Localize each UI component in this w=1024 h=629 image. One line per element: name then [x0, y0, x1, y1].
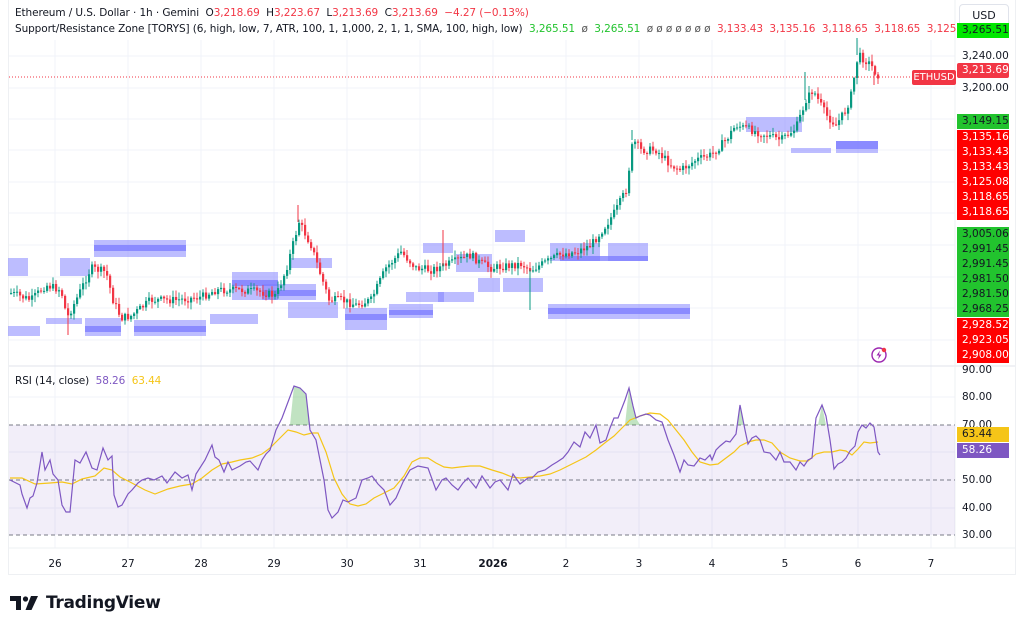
price-tag: 2,981.50: [957, 287, 1009, 302]
time-tick-label: 26: [48, 558, 62, 570]
brand-name: TradingView: [46, 593, 161, 613]
rsi-value: 58.26: [95, 375, 126, 387]
time-tick-label: 5: [781, 558, 789, 570]
price-tag: 58.26: [957, 443, 1009, 458]
time-tick-label: 7: [927, 558, 935, 570]
time-tick-label: 31: [413, 558, 427, 570]
time-tick-label: 27: [121, 558, 135, 570]
time-tick-label: 2026: [478, 558, 508, 570]
time-tick-label: 4: [708, 558, 716, 570]
price-tag: 2,968.25: [957, 302, 1009, 317]
time-tick-label: 29: [267, 558, 281, 570]
time-tick-label: 30: [340, 558, 354, 570]
price-tag: 63.44: [957, 427, 1009, 442]
rsi-ma-value: 63.44: [131, 375, 162, 387]
price-tick-label: 30.00: [962, 529, 993, 541]
price-tick-label: 3,240.00: [962, 50, 1009, 62]
chart-frame: [8, 0, 1016, 575]
indicator-name[interactable]: Support/Resistance Zone [TORYS] (6, high…: [15, 23, 523, 35]
rsi-legend: RSI (14, close) 58.26 63.44: [15, 375, 161, 387]
price-tag: 2,908.00: [957, 348, 1009, 363]
price-tick-label: 50.00: [962, 474, 993, 486]
symbol-price-tag: ETHUSD: [912, 70, 956, 85]
price-tag: 3,135.16: [957, 130, 1009, 145]
tradingview-logo[interactable]: TradingView: [10, 593, 161, 613]
price-tag: 2,923.05: [957, 333, 1009, 348]
symbol-title[interactable]: Ethereum / U.S. Dollar · 1h · Gemini: [15, 7, 200, 19]
change-value: −4.27 (−0.13%): [444, 7, 529, 19]
price-tag: 2,928.52: [957, 318, 1009, 333]
price-tag: 3,005.06: [957, 227, 1009, 242]
symbol-legend: Ethereum / U.S. Dollar · 1h · Gemini O3,…: [15, 7, 529, 19]
price-tag: 3,133.43: [957, 145, 1009, 160]
price-tag: 3,118.65: [957, 190, 1009, 205]
price-tick-label: 90.00: [962, 364, 993, 376]
rsi-label[interactable]: RSI (14, close): [15, 375, 90, 387]
price-tick-label: 3,200.00: [962, 82, 1009, 94]
price-tag: 2,991.45: [957, 242, 1009, 257]
time-tick-label: 3: [635, 558, 643, 570]
high-value: 3,223.67: [273, 7, 320, 19]
price-tick-label: 40.00: [962, 502, 993, 514]
low-value: 3,213.69: [332, 7, 379, 19]
indicator-legend: Support/Resistance Zone [TORYS] (6, high…: [15, 23, 995, 35]
price-tag: 2,991.45: [957, 257, 1009, 272]
price-tag: 3,133.43: [957, 160, 1009, 175]
price-tag: 3,213.69: [957, 63, 1009, 78]
price-tag: 3,265.51: [957, 23, 1009, 38]
lightning-alert-icon[interactable]: [870, 346, 888, 364]
price-tag: 3,149.15: [957, 114, 1009, 129]
close-value: 3,213.69: [391, 7, 438, 19]
time-tick-label: 2: [562, 558, 570, 570]
price-tick-label: 80.00: [962, 391, 993, 403]
price-tag: 2,981.50: [957, 272, 1009, 287]
time-tick-label: 28: [194, 558, 208, 570]
open-value: 3,218.69: [213, 7, 260, 19]
price-tag: 3,118.65: [957, 205, 1009, 220]
price-tag: 3,125.08: [957, 175, 1009, 190]
tradingview-logo-icon: [10, 596, 38, 610]
time-tick-label: 6: [854, 558, 862, 570]
